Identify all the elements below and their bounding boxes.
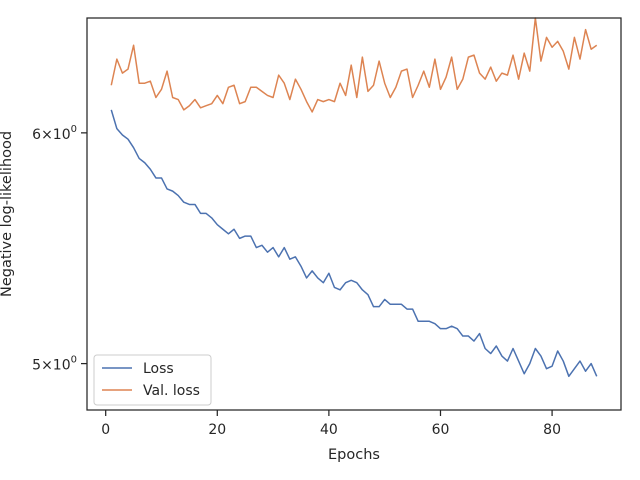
x-axis-label: Epochs	[328, 447, 380, 463]
legend-label-val-loss: Val. loss	[143, 383, 200, 399]
series-line-loss	[110, 109, 598, 378]
y-tick-label: 6×100	[32, 124, 77, 143]
legend-label-loss: Loss	[143, 361, 174, 377]
series-line-val-loss	[110, 17, 598, 113]
y-tick-label: 5×100	[32, 355, 77, 374]
legend: Loss Val. loss	[93, 354, 212, 406]
series-layer	[110, 17, 598, 378]
x-tick-label: 0	[101, 422, 110, 438]
axes-frame	[86, 17, 622, 411]
plot-area	[87, 18, 621, 410]
x-tick-label: 80	[543, 422, 561, 438]
x-tick-label: 40	[320, 422, 338, 438]
x-axis-ticks: 0 20 40 60 80	[101, 410, 561, 438]
x-tick-label: 60	[432, 422, 450, 438]
x-tick-label: 20	[208, 422, 226, 438]
y-axis-ticks: 5×100 6×100	[32, 124, 87, 374]
y-axis-label: Negative log-likelihood	[0, 131, 15, 297]
